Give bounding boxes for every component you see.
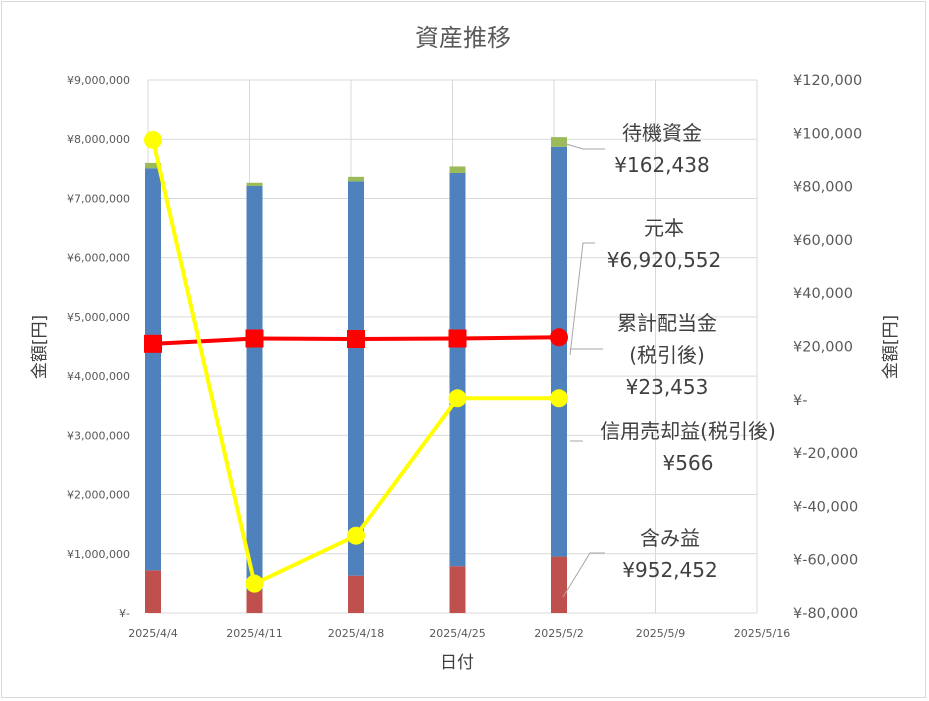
series-marker [144,130,162,149]
stacked-bars [145,137,567,613]
bar-segment [246,186,263,591]
right-tick-label: ¥- [793,393,807,409]
data-label: ¥566 [663,451,714,475]
left-tick-label: ¥9,000,000 [67,74,130,87]
right-tick-label: ¥-60,000 [793,553,858,569]
leader-line [562,552,605,598]
right-tick-label: ¥60,000 [793,233,853,249]
right-tick-label: ¥-80,000 [793,606,858,622]
left-tick-label: ¥7,000,000 [67,192,130,205]
data-label: 信用売却益(税引後) [600,419,776,443]
series-marker [245,574,264,593]
right-axis-title: 金額[円] [881,315,901,379]
right-tick-label: ¥120,000 [793,73,862,89]
right-tick-label: ¥40,000 [793,286,853,302]
x-tick-label: 2025/4/4 [128,627,177,640]
annotations: 待機資金 ¥162,438 元本 ¥6,920,552 累計配当金 (税引後) ¥23,45… [562,121,776,598]
right-tick-label: ¥20,000 [793,340,853,356]
bar-segment [449,166,466,173]
line-series [144,130,568,593]
left-tick-label: ¥8,000,000 [67,133,130,146]
right-tick-label: ¥80,000 [793,180,853,196]
chart-title: 資産推移 [415,24,511,52]
bar-segment [348,181,364,576]
left-tick-label: ¥5,000,000 [67,311,130,324]
right-tick-label: ¥100,000 [793,126,862,142]
x-tick-label: 2025/4/11 [226,627,282,640]
leader-line [569,242,595,356]
series-marker [245,329,264,348]
data-label: ¥23,453 [626,375,709,399]
bar-segment [551,146,567,557]
bar-segment [348,575,364,613]
data-label: ¥6,920,552 [607,248,722,272]
data-label: 元本 [644,216,684,240]
right-tick-label: ¥-40,000 [793,499,858,515]
left-axis-ticks: ¥- ¥1,000,000 ¥2,000,000 ¥3,000,000 ¥4,000,0… [67,74,130,620]
left-tick-label: ¥4,000,000 [67,370,130,383]
data-label: ¥162,438 [614,153,709,177]
left-axis-title: 金額[円] [30,315,50,379]
bar-segment [551,556,567,613]
series-marker [550,328,568,347]
data-label: ¥952,452 [622,558,717,582]
bar-segment [348,176,364,182]
left-tick-label: ¥3,000,000 [67,429,130,442]
bar-segment [145,570,161,613]
series-marker [448,329,467,348]
left-tick-label: ¥6,000,000 [67,252,130,265]
x-tick-label: 2025/4/25 [429,627,485,640]
left-tick-label: ¥- [119,607,130,620]
series-marker [347,526,365,545]
series-marker [448,389,467,408]
x-tick-label: 2025/4/18 [328,627,384,640]
bar-segment [145,162,161,169]
x-axis-title: 日付 [440,653,474,673]
left-tick-label: ¥1,000,000 [67,548,130,561]
series-marker [144,334,162,353]
x-axis-ticks: 2025/4/4 2025/4/11 2025/4/18 2025/4/25 2025/… [128,627,790,640]
bar-segment [145,168,161,571]
bar-segment [246,182,263,187]
series-marker [347,330,365,349]
data-label: 累計配当金 [617,311,717,335]
leader-line [562,142,605,150]
series-marker [550,389,568,408]
bar-segment [449,172,466,567]
bar-segment [449,566,466,613]
bar-segment [551,137,567,147]
x-tick-label: 2025/5/2 [534,627,583,640]
data-label: 含み益 [640,526,700,550]
x-tick-label: 2025/5/16 [734,627,790,640]
x-tick-label: 2025/5/9 [636,627,685,640]
data-label: (税引後) [629,343,705,367]
bar-segment [246,590,263,613]
left-tick-label: ¥2,000,000 [67,489,130,502]
right-axis-ticks: ¥-80,000 ¥-60,000 ¥-40,000 ¥-20,000 ¥- ¥20,00… [793,73,862,622]
right-tick-label: ¥-20,000 [793,446,858,462]
data-label: 待機資金 [622,121,702,145]
